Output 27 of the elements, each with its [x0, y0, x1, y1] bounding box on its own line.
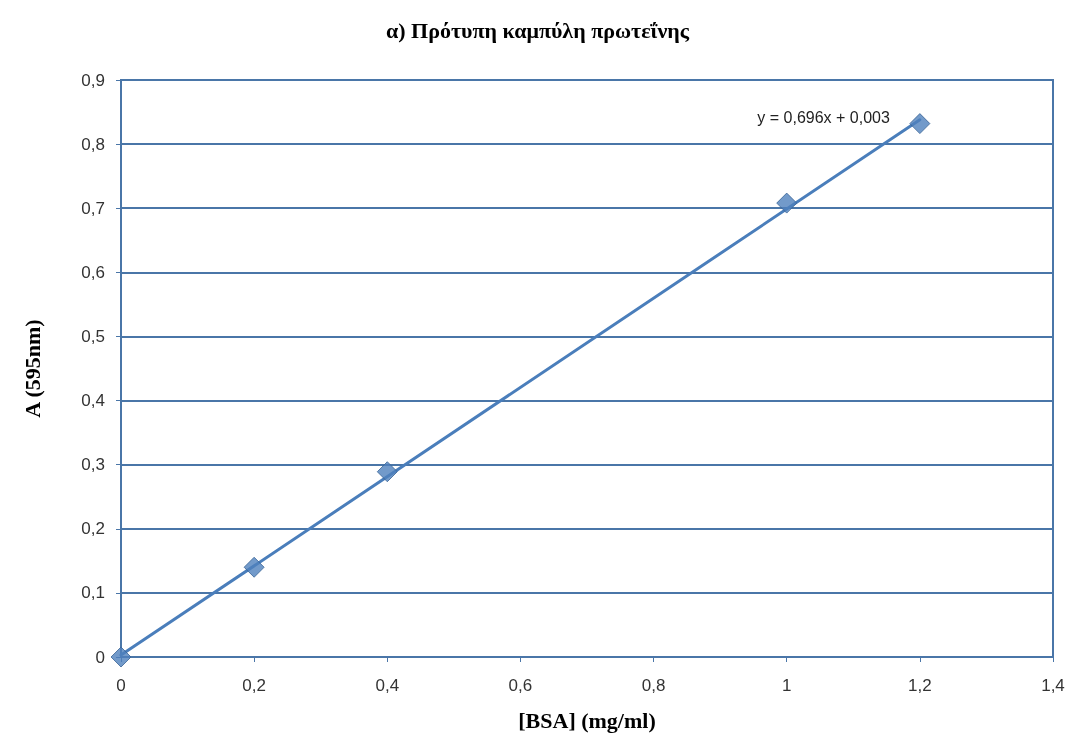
y-tick-label: 0,6 [81, 262, 105, 282]
x-tick-label: 1,4 [1041, 676, 1065, 695]
x-tick-label: 0,8 [641, 676, 666, 695]
x-tick-label: 0,6 [508, 676, 533, 695]
y-tick-label: 0 [95, 647, 105, 667]
x-tick-label: 1 [781, 676, 792, 695]
point [376, 461, 398, 483]
y-tick-label: 0,5 [81, 326, 105, 346]
y-tick-label: 0,7 [81, 198, 105, 218]
chart-title: α) Πρότυπη καμπύλη πρωτεΐνης [385, 17, 690, 43]
point [909, 113, 931, 135]
x-tick-label: 0 [116, 676, 126, 695]
y-tick-label: 0,2 [81, 519, 105, 539]
x-tick-label: 1,2 [908, 676, 932, 695]
y-tick-label: 0,1 [81, 583, 105, 603]
point [776, 192, 798, 214]
x-tick-label: 0,2 [242, 676, 266, 695]
point [110, 646, 132, 668]
x-tick-label: 0,4 [375, 676, 400, 695]
x-axis-title: [BSA] (mg/ml) [518, 707, 656, 733]
y-axis-title: A (595nm) [19, 319, 45, 418]
y-tick-label: 0,4 [81, 391, 105, 411]
y-tick-label: 0,3 [81, 455, 105, 475]
y-tick-label: 0,8 [81, 134, 105, 154]
point [243, 556, 265, 578]
y-tick-label: 0,9 [81, 70, 105, 90]
annotation: y = 0,696x + 0,003 [757, 109, 890, 127]
